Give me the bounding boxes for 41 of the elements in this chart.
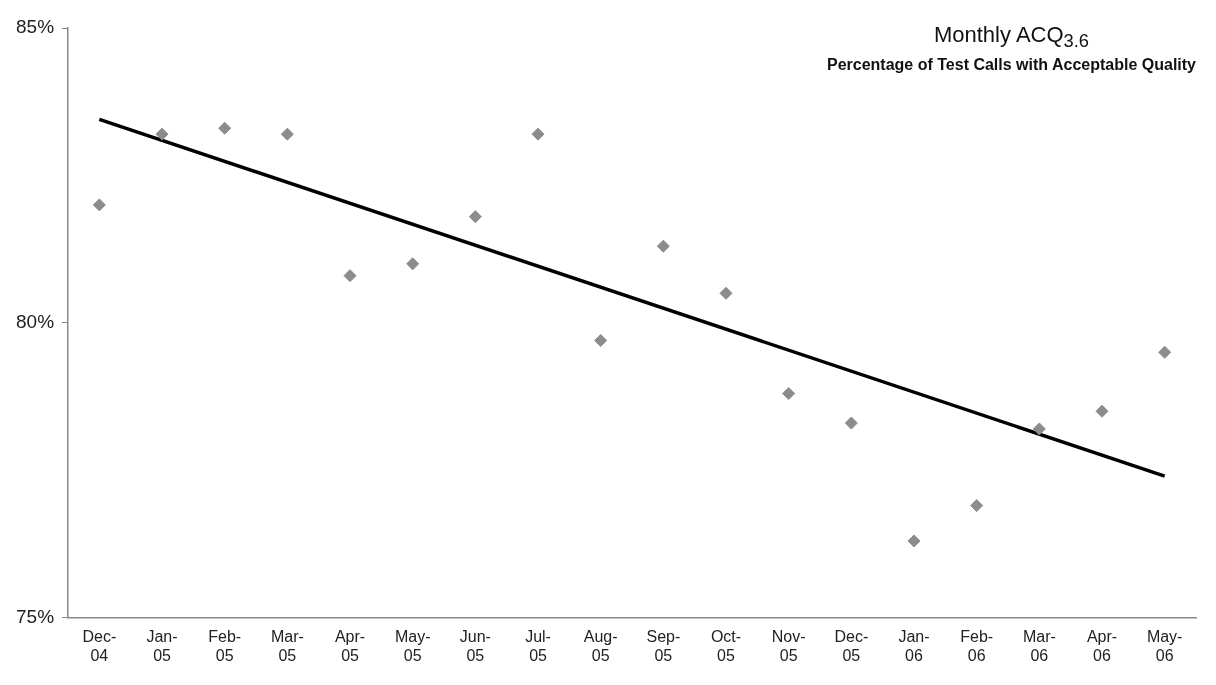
- point: [280, 127, 294, 141]
- x-tick-label: Mar-05: [270, 627, 304, 664]
- x-tick-label: Jan-06: [898, 627, 930, 664]
- point: [1095, 404, 1109, 418]
- point: [1158, 345, 1172, 359]
- x-tick-label: Dec-04: [82, 627, 117, 664]
- x-tick-label: Oct-05: [710, 627, 742, 664]
- x-tick-label: Aug-05: [583, 627, 618, 664]
- x-tick-label: Jul-05: [525, 627, 551, 664]
- x-tick-label: Feb-06: [960, 627, 994, 664]
- x-tick-label: Apr-05: [334, 627, 366, 664]
- point: [844, 416, 858, 430]
- x-tick-label: Mar-06: [1022, 627, 1056, 664]
- x-tick-label: May-06: [1146, 627, 1183, 664]
- point: [92, 198, 106, 212]
- point: [782, 387, 796, 401]
- chart-title: Monthly ACQ$_{3.6}$: [932, 22, 1091, 53]
- point: [406, 257, 420, 271]
- x-tick-label: May-05: [394, 627, 431, 664]
- y-tick-label: 85%: [16, 16, 55, 38]
- point: [594, 333, 608, 347]
- point: [155, 127, 169, 141]
- x-tick-label: Jan-05: [146, 627, 178, 664]
- point: [907, 534, 921, 548]
- x-tick-label: Sep-05: [646, 627, 681, 664]
- point: [468, 210, 482, 224]
- point: [531, 127, 545, 141]
- text: Percentage of Test Calls with Acceptable Quality: [827, 56, 1196, 75]
- point: [656, 239, 670, 253]
- point: [970, 499, 984, 513]
- point: [343, 269, 357, 283]
- point: [719, 286, 733, 300]
- x-tick-label: Jun-05: [459, 627, 491, 664]
- x-tick-label: Feb-05: [208, 627, 242, 664]
- x-tick-label: Dec-05: [834, 627, 869, 664]
- x-tick-label: Apr-06: [1086, 627, 1118, 664]
- y-tick-label: 80%: [16, 311, 55, 333]
- point: [218, 121, 232, 135]
- x-tick-label: Nov-05: [771, 627, 806, 664]
- point: [1032, 422, 1046, 436]
- y-tick-label: 75%: [16, 605, 55, 627]
